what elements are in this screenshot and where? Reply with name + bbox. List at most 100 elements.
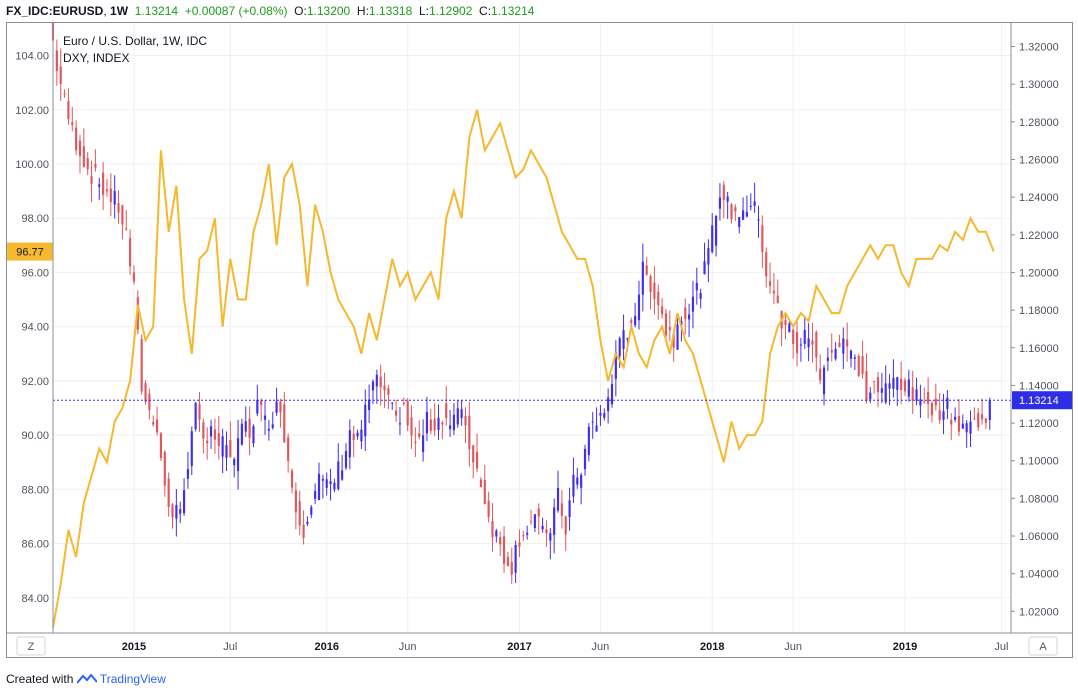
candle-body	[691, 296, 695, 312]
left-tick-label: 94.00	[21, 322, 49, 334]
candle-body	[711, 225, 714, 253]
dxy-current-tag-label: 96.77	[16, 247, 44, 259]
candle-body	[819, 368, 822, 381]
candle-body	[830, 350, 833, 353]
candle-body	[834, 348, 837, 360]
right-tick-label: 1.18000	[1019, 305, 1059, 317]
candle-body	[934, 398, 937, 406]
right-axis: 1.02000 1.04000 1.06000 1.08000 1.10000 1.120…	[1011, 42, 1059, 618]
candle-body	[745, 212, 749, 217]
auto-scale-right-label: A	[1039, 641, 1047, 653]
candle-body	[221, 436, 224, 457]
candle-body	[784, 320, 787, 326]
candle-body	[630, 320, 633, 324]
candle-body	[344, 451, 348, 468]
candle-body	[930, 403, 934, 416]
candle-body	[356, 432, 359, 437]
candle-body	[657, 291, 660, 306]
candle-body	[688, 314, 691, 320]
candle-body	[900, 378, 903, 390]
candle-body	[94, 163, 97, 168]
candle-body	[553, 507, 556, 535]
candle-body	[533, 514, 536, 529]
candle-body	[795, 331, 799, 354]
candle-body	[873, 380, 876, 382]
symbol-name[interactable]: FX_IDC:EURUSD	[6, 4, 104, 18]
time-axis-label: Jun	[592, 641, 610, 653]
candle-body	[741, 210, 745, 220]
candle-body	[71, 122, 74, 125]
left-tick-label: 92.00	[21, 376, 49, 388]
candle-body	[306, 521, 309, 524]
candle-body	[622, 330, 625, 349]
candle-body	[876, 377, 880, 393]
left-tick-label: 86.00	[21, 539, 49, 551]
tradingview-logo-icon	[75, 673, 98, 684]
candle-body	[456, 408, 459, 425]
candle-body	[618, 338, 621, 357]
candle-body	[279, 401, 282, 413]
left-tick-label: 102.00	[15, 105, 49, 117]
candle-body	[148, 393, 151, 411]
candle-body	[441, 422, 444, 425]
candle-body	[233, 459, 236, 466]
high-label: H:	[356, 4, 369, 18]
candle-body	[568, 500, 571, 518]
candle-body	[849, 350, 853, 359]
auto-scale-right-button[interactable]	[1028, 636, 1058, 656]
time-axis-label: 2016	[314, 641, 338, 653]
candle-body	[472, 445, 475, 463]
left-axis: 84.00 86.00 88.00 90.00 92.00 94.00 96.00 98.00…	[15, 51, 49, 605]
candle-body	[329, 481, 332, 485]
candle-body	[479, 479, 482, 488]
right-tick-label: 1.02000	[1019, 606, 1059, 618]
candle-body	[703, 261, 706, 275]
right-tick-label: 1.26000	[1019, 154, 1059, 166]
right-tick-label: 1.12000	[1019, 418, 1059, 430]
candle-body	[842, 338, 845, 354]
candle-body	[954, 416, 957, 420]
candle-body	[768, 281, 772, 286]
candle-body	[414, 441, 417, 444]
candle-body	[529, 521, 533, 523]
candle-body	[452, 414, 456, 431]
candle-body	[715, 215, 718, 246]
candle-body	[653, 282, 656, 300]
candle-body	[90, 176, 93, 184]
right-tick-label: 1.08000	[1019, 493, 1059, 505]
candle-body	[942, 411, 945, 420]
candle-body	[526, 532, 529, 535]
right-tick-label: 1.06000	[1019, 531, 1059, 543]
candle-body	[302, 524, 305, 538]
right-tick-label: 1.30000	[1019, 79, 1059, 91]
candle-body	[564, 516, 567, 535]
right-tick-label: 1.32000	[1019, 42, 1059, 54]
candle-body	[341, 470, 344, 480]
tradingview-brand[interactable]: TradingView	[99, 672, 166, 686]
close-label: C:	[479, 4, 492, 18]
candle-body	[275, 401, 278, 413]
candle-body	[375, 374, 378, 387]
candle-body	[695, 282, 698, 291]
candle-body	[923, 401, 926, 403]
candle-body	[209, 426, 213, 437]
candle-body	[684, 307, 687, 320]
candle-body	[641, 261, 644, 295]
chart-canvas[interactable]: 84.00 86.00 88.00 90.00 92.00 94.00 96.00 98.00…	[7, 9, 1072, 657]
candle-body	[981, 414, 984, 420]
candle-body	[946, 397, 949, 409]
candle-body	[884, 383, 887, 403]
candle-body	[352, 433, 355, 440]
candle-body	[348, 430, 351, 458]
interval-label[interactable]: 1W	[110, 4, 129, 18]
candle-body	[587, 426, 590, 456]
candle-body	[287, 437, 290, 461]
auto-scale-left-button[interactable]	[16, 636, 46, 656]
candle-body	[429, 419, 432, 431]
candle-body	[857, 355, 860, 377]
candle-body	[437, 417, 440, 430]
time-axis-label: 2015	[122, 641, 146, 653]
low-label: L:	[418, 4, 429, 18]
candle-body	[664, 313, 668, 336]
candle-body	[907, 379, 910, 397]
